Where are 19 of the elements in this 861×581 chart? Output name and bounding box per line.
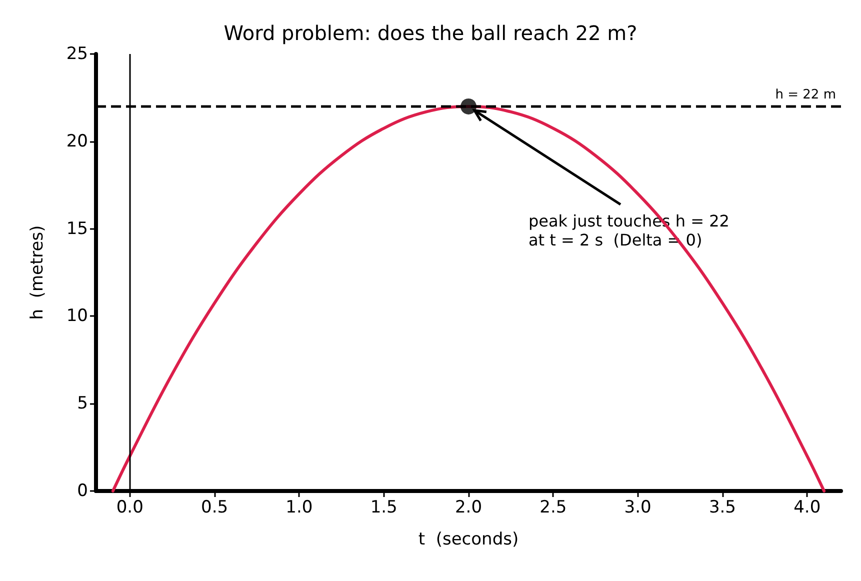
x-tick-label: 1.0	[286, 498, 313, 518]
x-tick-label: 0.0	[116, 498, 144, 518]
y-tick-label: 10	[66, 306, 88, 326]
ref-line-label: h = 22 m	[775, 87, 836, 102]
y-tick-label: 5	[77, 394, 88, 414]
x-tick-label: 4.0	[794, 498, 821, 518]
y-tick-label: 25	[66, 44, 88, 64]
y-tick-label: 0	[77, 481, 88, 501]
y-tick-label: 20	[66, 131, 88, 152]
x-tick-label: 2.0	[454, 498, 482, 518]
x-tick-label: 3.5	[708, 498, 736, 518]
x-tick-label: 2.5	[540, 498, 567, 518]
y-tick-label: 15	[66, 218, 88, 239]
x-tick-label: 3.0	[624, 498, 652, 518]
x-tick-label: 0.5	[201, 498, 228, 518]
x-axis-title: t (seconds)	[418, 530, 519, 550]
x-tick-label: 1.5	[370, 498, 398, 518]
y-axis-title: h (metres)	[28, 225, 48, 320]
chart-title: Word problem: does the ball reach 22 m?	[224, 21, 638, 45]
